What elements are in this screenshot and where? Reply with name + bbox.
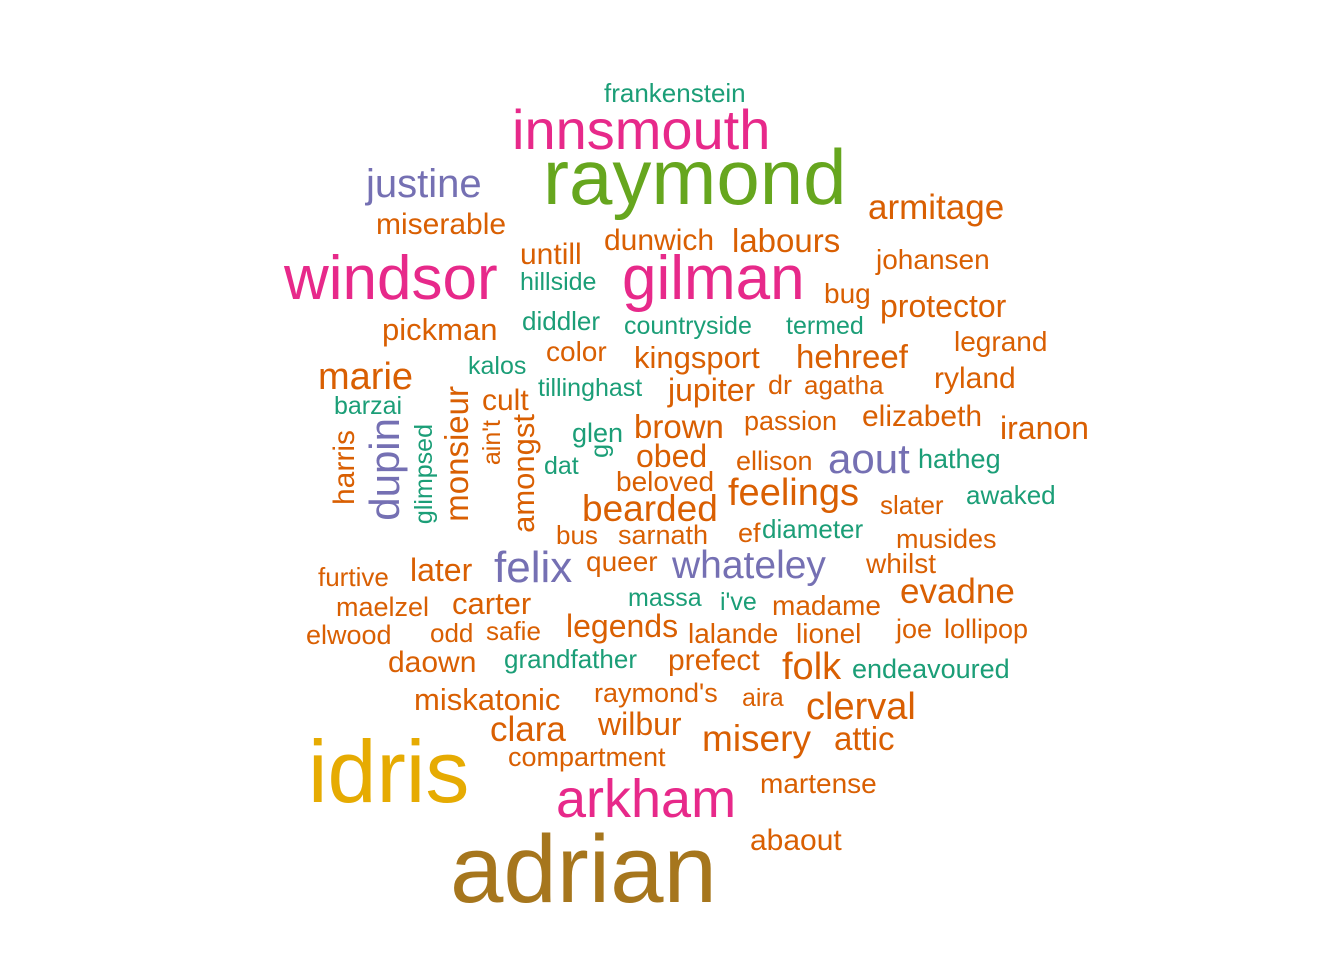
word: aira [742, 684, 784, 712]
word: sarnath [618, 520, 709, 550]
word: folk [782, 646, 842, 688]
word: glen [572, 418, 624, 448]
word: amongst [506, 414, 541, 533]
word: ellison [736, 446, 813, 476]
word: idris [308, 722, 470, 821]
word: lionel [796, 618, 862, 649]
word: evadne [900, 572, 1015, 611]
word: attic [834, 720, 895, 757]
word: dunwich [604, 224, 715, 257]
word: ef [738, 518, 761, 548]
word: barzai [334, 392, 403, 420]
word: harris [328, 430, 361, 506]
word: agatha [804, 370, 884, 400]
word: termed [786, 312, 864, 340]
word: justine [366, 162, 482, 206]
word: legrand [954, 326, 1048, 357]
word: hatheg [918, 444, 1001, 474]
word: i've [720, 588, 757, 616]
word: later [410, 552, 473, 588]
word: elwood [306, 620, 392, 650]
word: passion [744, 406, 838, 436]
word: whateley [672, 544, 826, 587]
word: grandfather [504, 644, 637, 674]
word: prefect [668, 644, 760, 677]
word: miskatonic [414, 682, 561, 717]
word: pickman [382, 312, 498, 347]
word: joe [896, 614, 933, 644]
word: hehreef [796, 338, 908, 375]
word: jupiter [668, 372, 756, 408]
word: furtive [318, 562, 389, 592]
word: odd [430, 618, 474, 648]
word: g [586, 444, 614, 458]
word: untill [520, 238, 582, 271]
word: cult [482, 384, 529, 417]
word: dr [768, 370, 793, 400]
word: miserable [376, 208, 507, 241]
word: lalande [688, 618, 779, 649]
word: brown [634, 408, 724, 445]
word: carter [452, 586, 532, 621]
word: arkham [556, 769, 737, 829]
word: endeavoured [852, 654, 1010, 684]
word: kalos [468, 352, 527, 380]
word: diameter [762, 514, 864, 544]
word: frankenstein [604, 78, 746, 108]
word: obed [636, 438, 708, 474]
word: labours [732, 222, 841, 259]
word: marie [318, 356, 414, 398]
word: felix [494, 543, 573, 592]
word: iranon [1000, 410, 1089, 446]
word: whilst [866, 548, 937, 579]
word: monsieur [438, 386, 475, 522]
word: massa [628, 584, 702, 612]
word: clerval [806, 686, 916, 728]
word: beloved [616, 466, 715, 497]
word: compartment [508, 742, 666, 772]
word: raymond [543, 133, 847, 221]
word: feelings [728, 472, 859, 514]
word: dat [544, 452, 579, 480]
word: diddler [522, 306, 601, 336]
word: bug [824, 278, 871, 309]
word: johansen [876, 244, 990, 275]
word: hillside [520, 268, 597, 296]
word: adrian [450, 816, 717, 923]
word: ain't [478, 420, 506, 466]
word: daown [388, 646, 477, 679]
word: maelzel [336, 592, 430, 622]
word: color [546, 336, 607, 367]
word: elizabeth [862, 400, 983, 433]
word: bearded [582, 488, 718, 529]
word: clara [490, 710, 566, 749]
word: gilman [622, 244, 805, 313]
word: windsor [284, 244, 498, 313]
word: queer [586, 546, 658, 577]
word: awaked [966, 480, 1056, 510]
word: dupin [361, 418, 408, 521]
word: ryland [934, 362, 1016, 395]
word: misery [702, 718, 811, 759]
word: abaout [750, 824, 842, 857]
word: aout [828, 435, 910, 482]
word: legends [566, 608, 679, 644]
word: armitage [868, 188, 1005, 227]
word: slater [880, 490, 944, 520]
word: innsmouth [512, 98, 771, 161]
word: raymond's [594, 678, 718, 708]
word: protector [880, 288, 1007, 324]
word: glimpsed [410, 424, 438, 525]
word: tillinghast [538, 374, 643, 402]
word: countryside [624, 312, 752, 340]
word: lollipop [944, 614, 1029, 644]
word: safie [486, 616, 541, 646]
word: madame [772, 590, 881, 621]
word: musides [896, 524, 997, 554]
word: bus [556, 520, 598, 550]
word: kingsport [634, 340, 760, 375]
word: martense [760, 768, 877, 799]
word: wilbur [598, 706, 682, 742]
